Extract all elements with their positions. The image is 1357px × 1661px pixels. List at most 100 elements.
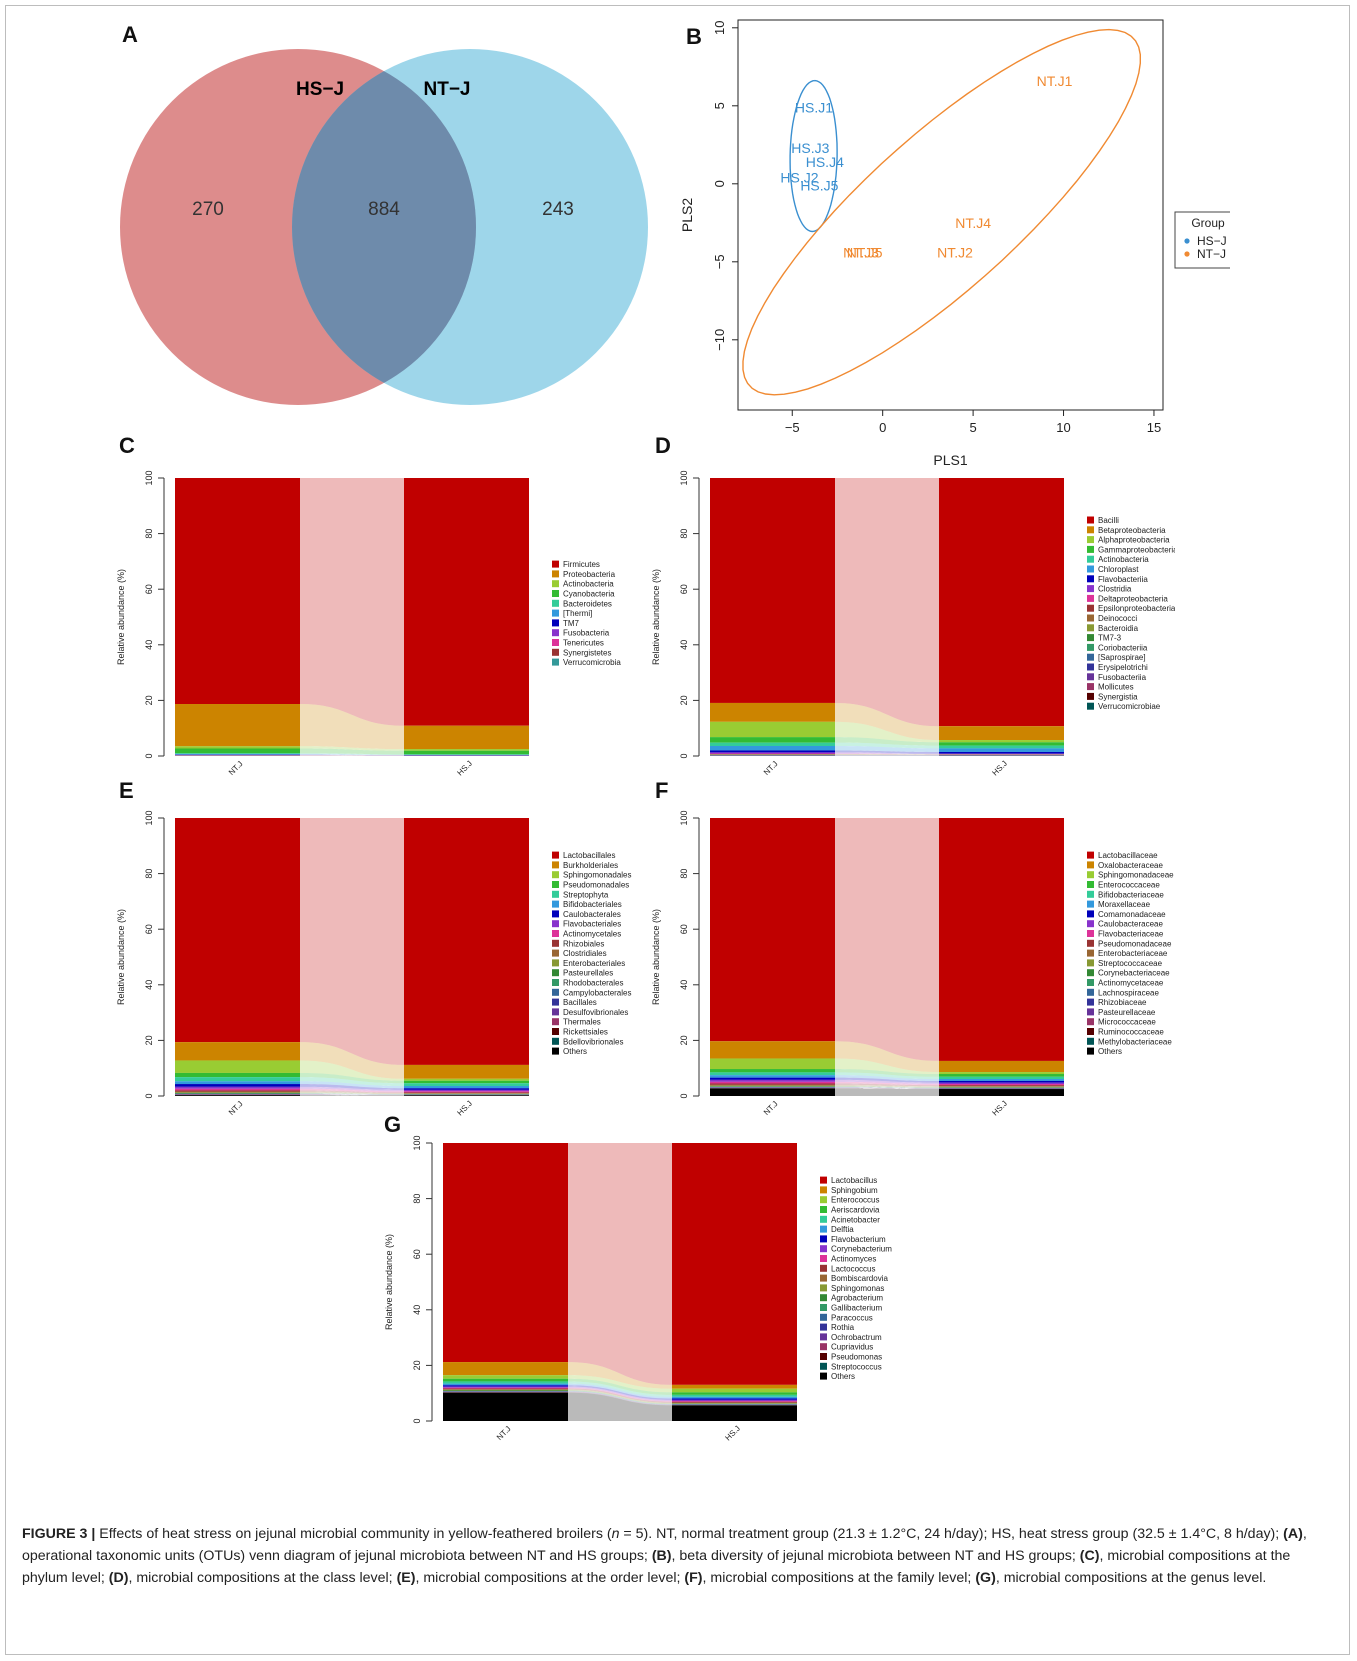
bar-segment xyxy=(710,1086,835,1087)
y-tick-label: 60 xyxy=(144,584,154,594)
legend-entry: Delftia xyxy=(831,1225,854,1234)
legend-swatch xyxy=(1087,890,1094,898)
legend-swatch xyxy=(1087,634,1094,642)
bar-segment xyxy=(939,745,1064,749)
legend-swatch xyxy=(1087,653,1094,661)
legend-entry: Rhodobacterales xyxy=(563,979,623,988)
legend-entry: Lactobacillaceae xyxy=(1098,851,1158,860)
flow-ribbon xyxy=(300,1081,404,1089)
legend-swatch xyxy=(820,1274,827,1282)
flow-ribbon xyxy=(300,1060,404,1081)
legend-swatch xyxy=(820,1186,827,1194)
legend-entry: Flavobacteriaceae xyxy=(1098,930,1164,939)
legend-entry: Bifidobacteriales xyxy=(563,900,622,909)
legend-entry: Rothia xyxy=(831,1323,855,1332)
x-tick-label: NT.J xyxy=(227,759,245,777)
flow-ribbon xyxy=(300,1084,404,1090)
flow-ribbon xyxy=(300,754,404,756)
flow-ribbon xyxy=(835,478,939,727)
legend-swatch xyxy=(1087,526,1094,534)
legend-entry: Others xyxy=(563,1047,587,1056)
legend-entry: Streptococcaceae xyxy=(1098,959,1163,968)
flow-ribbon xyxy=(568,1391,672,1405)
legend-entry: Tenericutes xyxy=(563,639,604,648)
legend-entry: Bacilli xyxy=(1098,516,1119,525)
bar-segment xyxy=(404,750,529,755)
flow-ribbon xyxy=(568,1362,672,1389)
bar-segment xyxy=(939,740,1064,743)
legend-swatch xyxy=(552,861,559,869)
bar-segment xyxy=(672,1402,797,1404)
y-tick-label: 0 xyxy=(679,1093,689,1098)
sample-point-label: HS.J2 xyxy=(780,170,818,186)
flow-ribbon xyxy=(835,750,939,754)
legend-entry: Enterobacteriales xyxy=(563,959,625,968)
bar-segment xyxy=(175,1092,300,1094)
legend-swatch xyxy=(1087,624,1094,632)
legend-entry: Bacteroidia xyxy=(1098,624,1139,633)
bar-segment xyxy=(672,1396,797,1399)
bar-segment xyxy=(710,1085,835,1087)
bar-segment xyxy=(404,1078,529,1081)
legend-entry: Epsilonproteobacteria xyxy=(1098,604,1175,613)
bar-segment xyxy=(939,748,1064,752)
legend-swatch xyxy=(1087,910,1094,918)
bar-segment xyxy=(939,818,1064,1061)
legend-swatch xyxy=(820,1235,827,1243)
bar-segment xyxy=(404,1088,529,1090)
caption-text: , beta diversity of jejunal microbiota b… xyxy=(671,1548,1080,1564)
legend-swatch xyxy=(552,629,559,637)
bar-segment xyxy=(710,1079,835,1082)
legend-entry: Ochrobactrum xyxy=(831,1333,882,1342)
flow-ribbon xyxy=(835,1086,939,1088)
bar-segment xyxy=(939,742,1064,746)
bar-segment xyxy=(939,1089,1064,1096)
bar-segment xyxy=(443,1381,568,1384)
phylum-stacked-bar-chart: 0 20 40 60 80 100 Relative abundance (%) NT.J HS… xyxy=(116,470,621,777)
legend-swatch xyxy=(552,639,559,646)
legend-entry: Comamonadaceae xyxy=(1098,910,1166,919)
bar-segment xyxy=(710,742,835,747)
figure-caption: FIGURE 3 | Effects of heat stress on jej… xyxy=(22,1523,1332,1589)
y-tick-label: 60 xyxy=(144,924,154,934)
flow-ribbon xyxy=(568,1375,672,1393)
legend-swatch xyxy=(1087,604,1094,612)
y-axis-label: Relative abundance (%) xyxy=(116,909,126,1005)
venn-count-nt-only: 243 xyxy=(542,199,574,220)
legend-entry: Bifidobacteriaceae xyxy=(1098,890,1164,899)
flow-ribbon xyxy=(835,1058,939,1075)
legend-entry: Pasteurellaceae xyxy=(1098,1008,1156,1017)
legend-entry: Rickettsiales xyxy=(563,1028,608,1037)
legend-swatch xyxy=(1087,663,1094,671)
legend-entry: Synergistia xyxy=(1098,692,1138,701)
legend-swatch xyxy=(552,570,559,578)
legend-entry: Sphingomonadaceae xyxy=(1098,871,1174,880)
flow-ribbon xyxy=(300,1042,404,1079)
legend-swatch xyxy=(820,1372,827,1380)
legend-swatch xyxy=(1087,702,1094,710)
legend-entry: Sphingomonadales xyxy=(563,871,632,880)
caption-text: , operational taxonomic units (OTUs) ven… xyxy=(22,1526,1307,1564)
legend-entry: [Saprospirae] xyxy=(1098,653,1146,662)
flow-ribbon xyxy=(568,1392,672,1406)
bar-segment xyxy=(443,1385,568,1387)
bar-segment xyxy=(175,1042,300,1061)
flow-ribbon xyxy=(300,755,404,756)
bar-segment xyxy=(710,1088,835,1096)
caption-panel-ref: (E) xyxy=(396,1570,416,1586)
flow-ribbon xyxy=(300,704,404,750)
legend-entry: Aeriscardovia xyxy=(831,1206,880,1215)
legend-swatch xyxy=(552,969,559,977)
legend-entry: Streptococcus xyxy=(831,1362,882,1371)
flow-ribbon xyxy=(300,1086,404,1092)
flow-ribbon xyxy=(835,818,939,1061)
legend-swatch xyxy=(552,939,559,947)
legend-swatch xyxy=(552,560,559,568)
bar-segment xyxy=(939,1076,1064,1080)
bar-segment xyxy=(939,478,1064,727)
bar-segment xyxy=(404,1091,529,1093)
flow-ribbon xyxy=(568,1385,672,1400)
legend-swatch xyxy=(820,1353,827,1360)
bar-segment xyxy=(404,725,529,750)
x-tick-label: −5 xyxy=(785,420,800,435)
